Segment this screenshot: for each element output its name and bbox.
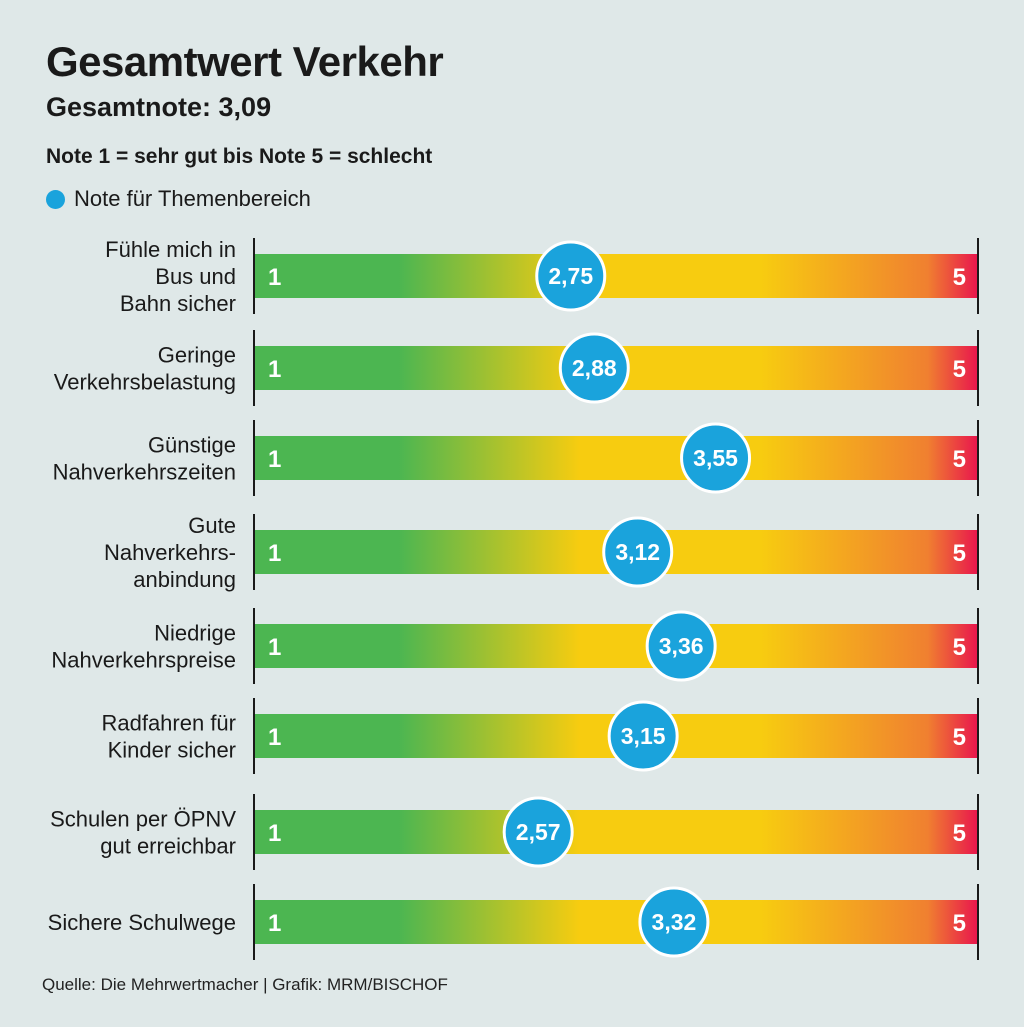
scale-max-label: 5 <box>953 724 966 751</box>
category-label: Nahverkehrszeiten <box>53 460 236 485</box>
category-label: Nahverkehrs- <box>104 540 236 565</box>
value-marker <box>535 240 607 312</box>
scale-max-label: 5 <box>953 264 966 291</box>
category-label: Bahn sicher <box>120 291 236 316</box>
value-label: 3,55 <box>693 445 738 471</box>
category-label: anbindung <box>133 567 236 592</box>
scale-max-label: 5 <box>953 910 966 937</box>
rating-row: Sichere Schulwege 1 5 3,32 <box>48 884 979 960</box>
category-label: Kinder sicher <box>108 738 236 763</box>
gradient-bar <box>254 254 978 298</box>
scale-min-label: 1 <box>268 446 281 473</box>
value-marker <box>558 332 630 404</box>
category-label: Radfahren für <box>101 711 236 736</box>
gradient-bar <box>254 900 978 944</box>
category-label: Niedrige <box>154 621 236 646</box>
scale-min-label: 1 <box>268 910 281 937</box>
category-label: Verkehrsbelastung <box>54 370 236 395</box>
category-label: Nahverkehrspreise <box>51 648 236 673</box>
legend: Note für Themenbereich <box>46 186 311 212</box>
value-marker <box>607 700 679 772</box>
value-label: 2,57 <box>516 819 561 845</box>
scale-max-label: 5 <box>953 634 966 661</box>
value-marker <box>502 796 574 868</box>
value-label: 2,75 <box>548 263 593 289</box>
scale-min-label: 1 <box>268 356 281 383</box>
category-label: Sichere Schulwege <box>48 910 236 935</box>
legend-label: Note für Themenbereich <box>74 186 311 211</box>
chart-title: Gesamtwert Verkehr <box>46 38 444 85</box>
scale-max-label: 5 <box>953 820 966 847</box>
scale-min-label: 1 <box>268 264 281 291</box>
scale-min-label: 1 <box>268 820 281 847</box>
value-marker <box>645 610 717 682</box>
value-label: 2,88 <box>572 355 617 381</box>
source-note: Quelle: Die Mehrwertmacher | Grafik: MRM… <box>42 975 448 994</box>
scale-max-label: 5 <box>953 356 966 383</box>
scale-note: Note 1 = sehr gut bis Note 5 = schlecht <box>46 145 433 168</box>
gradient-bar <box>254 436 978 480</box>
category-label: gut erreichbar <box>100 834 236 859</box>
value-marker <box>602 516 674 588</box>
scale-max-label: 5 <box>953 446 966 473</box>
scale-max-label: 5 <box>953 540 966 567</box>
gradient-bar <box>254 624 978 668</box>
category-label: Günstige <box>148 433 236 458</box>
legend-dot-icon <box>46 189 65 209</box>
overall-grade: Gesamtnote: 3,09 <box>46 92 272 122</box>
category-label: Bus und <box>155 264 236 289</box>
value-label: 3,12 <box>615 539 660 565</box>
scale-min-label: 1 <box>268 634 281 661</box>
value-marker <box>638 886 710 958</box>
scale-min-label: 1 <box>268 724 281 751</box>
category-label: Fühle mich in <box>105 237 236 262</box>
value-label: 3,32 <box>652 909 697 935</box>
value-marker <box>680 422 752 494</box>
value-label: 3,15 <box>621 723 666 749</box>
scale-min-label: 1 <box>268 540 281 567</box>
value-label: 3,36 <box>659 633 704 659</box>
category-label: Schulen per ÖPNV <box>50 807 236 832</box>
category-label: Geringe <box>158 343 236 368</box>
category-label: Gute <box>188 513 236 538</box>
gradient-bar <box>254 810 978 854</box>
